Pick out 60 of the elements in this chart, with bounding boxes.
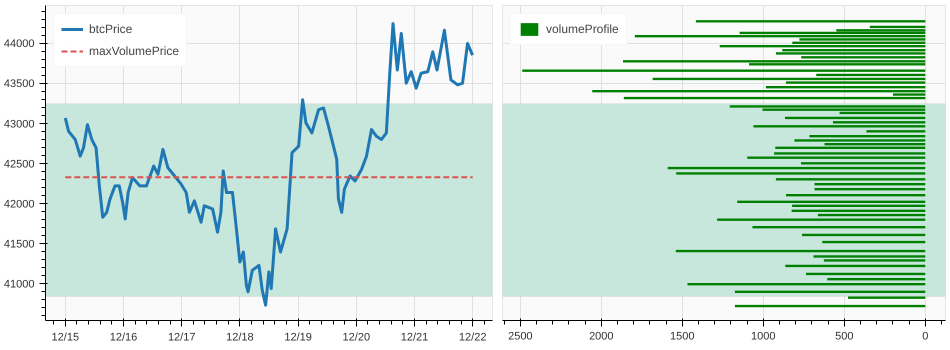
- bar: [676, 172, 926, 175]
- bar: [814, 183, 926, 186]
- x-tick-label: 12/15: [52, 332, 80, 344]
- bar: [822, 240, 926, 244]
- x-tick-label: 12/18: [226, 332, 254, 344]
- bar: [696, 20, 926, 22]
- x-tick-label: 12/20: [342, 332, 370, 344]
- bar: [734, 290, 926, 293]
- x-tick-label: 1000: [751, 330, 776, 342]
- y-tick-label: 43500: [4, 78, 35, 90]
- x-tick-label: 12/17: [168, 332, 196, 344]
- legend-label: btcPrice: [89, 21, 132, 37]
- bar: [676, 250, 926, 252]
- bar: [806, 272, 926, 276]
- y-tick-label: 41500: [4, 238, 35, 251]
- bar: [592, 90, 926, 92]
- x-tick-label: 0: [922, 330, 928, 342]
- y-tick-label: 41000: [4, 278, 35, 291]
- bar: [522, 69, 926, 72]
- bar: [687, 283, 926, 286]
- bar: [848, 296, 926, 299]
- bar: [827, 278, 926, 280]
- bar: [652, 78, 926, 80]
- bar: [813, 255, 926, 258]
- bar: [717, 218, 926, 221]
- x-tick-label: 1500: [670, 330, 695, 342]
- bar: [776, 52, 926, 55]
- bar: [747, 156, 926, 159]
- bar: [775, 146, 926, 149]
- bar: [634, 35, 926, 38]
- bar: [792, 210, 926, 212]
- x-tick-label: 12/22: [458, 332, 486, 344]
- bar: [720, 44, 926, 48]
- y-tick-label: 42000: [4, 198, 35, 210]
- y-tick-label: 43000: [4, 118, 35, 130]
- bar: [624, 96, 926, 100]
- x-tick-label: 12/19: [284, 332, 312, 344]
- x-tick-label: 500: [835, 330, 854, 342]
- x-tick-label: 12/21: [400, 332, 428, 344]
- bar: [776, 178, 926, 180]
- bar: [752, 226, 926, 228]
- x-tick-label: 2500: [508, 330, 533, 342]
- bar: [774, 152, 926, 155]
- bar: [623, 60, 926, 63]
- bar: [730, 105, 926, 108]
- bar: [802, 234, 926, 236]
- bar: [866, 130, 926, 132]
- bar: [801, 162, 926, 165]
- y-tick-label: 44000: [4, 38, 35, 50]
- bar: [814, 188, 926, 190]
- x-tick-label: 2000: [589, 330, 614, 342]
- bar: [786, 194, 926, 196]
- bar: [737, 200, 926, 203]
- legend-label: maxVolumePrice: [89, 43, 180, 59]
- y-tick-label: 42500: [4, 158, 35, 170]
- bar: [753, 125, 926, 128]
- x-tick-label: 12/16: [110, 332, 138, 344]
- legend-label: volumeProfile: [546, 21, 619, 37]
- bar: [809, 135, 926, 138]
- bar: [734, 304, 926, 308]
